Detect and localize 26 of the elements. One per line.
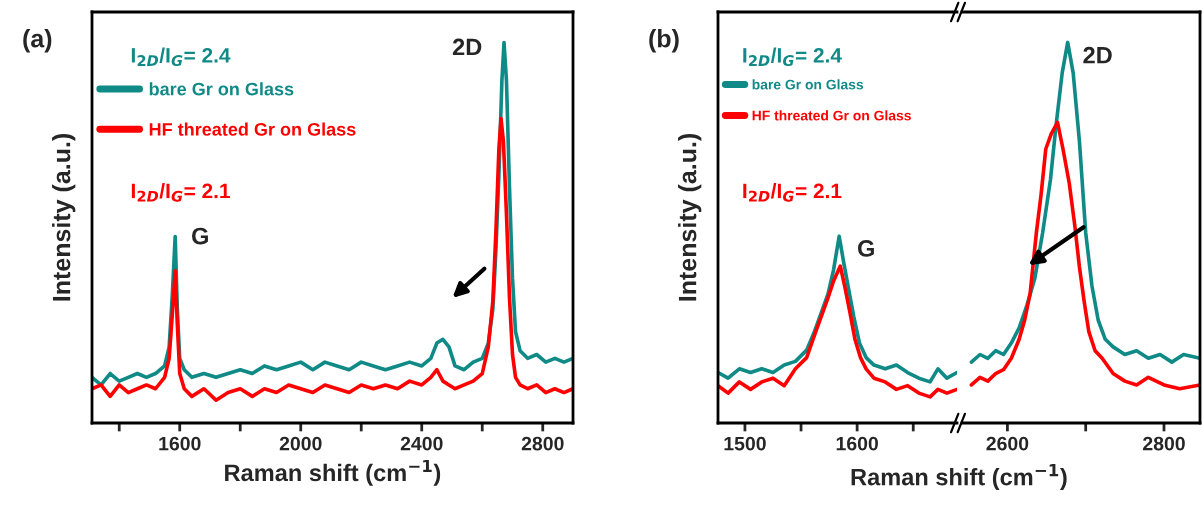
legend-label: HF threated Gr on Glass xyxy=(752,110,911,121)
x-tick-label: 1600 xyxy=(159,436,201,451)
annotation: I$_{2D}$/I$_{G}$= 2.1 xyxy=(131,183,230,202)
x-tick-label: 2800 xyxy=(521,436,564,451)
x-tick-label: 2800 xyxy=(1143,436,1185,451)
legend-label: bare Gr on Glass xyxy=(752,79,864,90)
annotation: 2D xyxy=(452,38,482,56)
annotation: I$_{2D}$/I$_{G}$= 2.4 xyxy=(131,47,231,67)
annotation: G xyxy=(192,227,208,245)
text: I$_{2D}$/I$_{G}$= 2.4 xyxy=(743,47,842,67)
x-tick-label: 1600 xyxy=(836,436,878,451)
legend-label: bare Gr on Glass xyxy=(149,82,294,96)
x-tick-label: 2000 xyxy=(279,436,322,451)
x-tick-label: 1500 xyxy=(724,436,766,451)
text: I$_{2D}$/I$_{G}$= 2.1 xyxy=(743,183,842,202)
chart-title: (a) xyxy=(23,29,52,53)
y-axis-title: Intensity (a.u.) xyxy=(678,134,702,301)
legend-label: HF threated Gr on Glass xyxy=(149,122,356,136)
x-axis-title: Raman shift (cm$^{−1}$) xyxy=(225,459,441,486)
x-tick-label: 2400 xyxy=(400,436,443,451)
x-axis-title: Raman shift (cm$^{−1}$) xyxy=(851,464,1067,491)
annotation: G xyxy=(857,240,874,257)
annotation: 2D xyxy=(1083,46,1112,64)
y-axis-title: Intensity (a.u.) xyxy=(52,134,76,301)
chart-title: (b) xyxy=(649,29,679,53)
x-tick-label: 2600 xyxy=(986,436,1029,451)
